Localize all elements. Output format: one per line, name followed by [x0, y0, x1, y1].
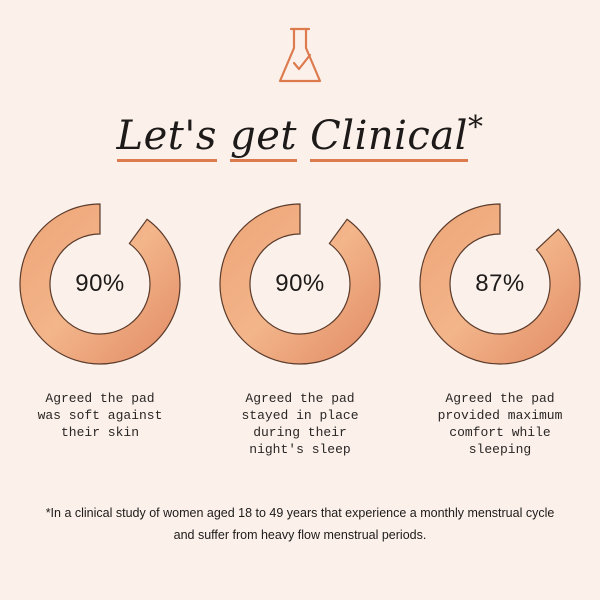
stat-ring-1: 90% — [18, 202, 182, 366]
stat-caption: Agreed the pad stayed in place during th… — [241, 391, 359, 457]
stat-value: 90% — [75, 270, 125, 297]
stat-ring-2: 90% — [218, 202, 382, 366]
title-word: get — [230, 115, 297, 162]
stat-caption: Agreed the pad provided maximum comfort … — [437, 391, 563, 457]
title-asterisk: * — [467, 110, 484, 145]
progress-ring-graphic — [419, 203, 581, 365]
progress-arc — [219, 203, 381, 365]
stat-value: 87% — [475, 270, 525, 297]
progress-ring-graphic — [19, 203, 181, 365]
progress-arc — [19, 203, 181, 365]
title-word: Clinical — [310, 115, 468, 162]
stat-value: 90% — [275, 270, 325, 297]
flask-check-icon — [278, 27, 322, 83]
stat-ring-3: 87% — [418, 202, 582, 366]
stat-caption: Agreed the pad was soft against their sk… — [37, 391, 163, 440]
title-word: Let's — [116, 115, 217, 162]
page-title: Let's get Clinical* — [0, 110, 600, 162]
footnote: *In a clinical study of women aged 18 to… — [45, 506, 555, 542]
progress-arc — [419, 203, 581, 365]
progress-ring-graphic — [219, 203, 381, 365]
